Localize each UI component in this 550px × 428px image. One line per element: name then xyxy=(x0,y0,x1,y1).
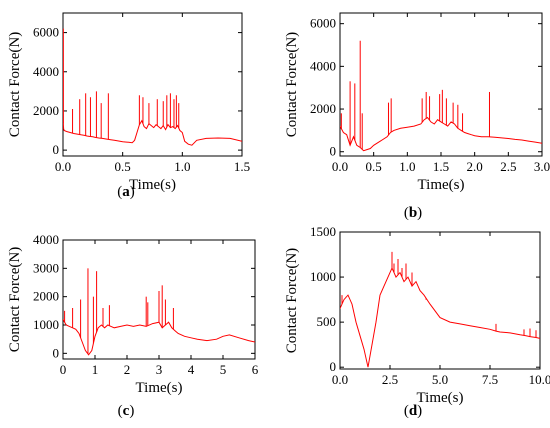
x-tick-label: 2.5 xyxy=(382,372,398,387)
y-axis-label: Contact Force(N) xyxy=(7,247,23,352)
x-tick-label: 1.5 xyxy=(433,159,449,174)
y-tick-label: 6000 xyxy=(33,25,59,40)
data-layer xyxy=(340,251,540,368)
series-line xyxy=(340,116,542,152)
panel-caption: (c) xyxy=(118,403,135,419)
x-tick-label: 1.0 xyxy=(399,159,415,174)
y-axis-label: Contact Force(N) xyxy=(7,32,23,137)
data-layer xyxy=(340,40,542,152)
x-axis-label: Time(s) xyxy=(417,390,464,406)
y-tick-label: 4000 xyxy=(310,58,336,73)
x-tick-label: 0.0 xyxy=(332,372,348,387)
data-layer xyxy=(63,268,255,356)
chart-panel-d: 0.0 2.5 5.0 7.5 10.0 0 500 1000 1500 Time(s) Conta… xyxy=(284,224,550,419)
y-tick-label: 1000 xyxy=(310,269,336,284)
y-tick-label: 1500 xyxy=(310,224,336,239)
chart-panel-c: 0 1 2 3 4 5 6 0 1000 2000 3000 4000 Time(s) Contact F… xyxy=(7,232,259,419)
panel-caption: (b) xyxy=(404,205,422,221)
x-axis-label: Time(s) xyxy=(129,177,176,193)
chart-panel-a: 0.0 0.5 1.0 1.5 0 2000 4000 6000 Time(s) Contact … xyxy=(7,12,250,200)
x-tick-label: 1.0 xyxy=(174,159,190,174)
plot-frame xyxy=(62,12,243,157)
data-layer xyxy=(63,28,242,146)
x-tick-label: 1 xyxy=(92,362,99,377)
panel-letter: a xyxy=(122,184,130,200)
panel-caption: (a) xyxy=(117,184,135,200)
x-tick-label: 0.5 xyxy=(366,159,382,174)
plot-frame xyxy=(339,231,541,370)
x-tick-label: 2.5 xyxy=(500,159,516,174)
y-tick-label: 1000 xyxy=(33,317,59,332)
x-tick-label: 5.0 xyxy=(432,372,448,387)
x-tick-label: 0 xyxy=(60,362,67,377)
y-tick-label: 2000 xyxy=(310,101,336,116)
y-tick-label: 2000 xyxy=(33,289,59,304)
series-line xyxy=(340,266,540,368)
x-tick-label: 0.0 xyxy=(332,159,348,174)
y-tick-label: 4000 xyxy=(33,64,59,79)
series-line xyxy=(63,319,255,356)
x-tick-label: 3 xyxy=(156,362,163,377)
y-axis-label: Contact Force(N) xyxy=(284,248,300,353)
y-tick-label: 0 xyxy=(330,359,337,374)
panel-letter: d xyxy=(409,403,418,419)
x-tick-label: 0.0 xyxy=(55,159,71,174)
x-tick-label: 2 xyxy=(124,362,131,377)
x-tick-label: 6 xyxy=(252,362,259,377)
x-tick-label: 3.0 xyxy=(534,159,550,174)
y-tick-label: 0 xyxy=(330,144,337,159)
y-tick-label: 500 xyxy=(317,314,337,329)
x-tick-label: 2.0 xyxy=(467,159,483,174)
x-tick-label: 0.5 xyxy=(115,159,131,174)
panel-letter: b xyxy=(409,205,417,221)
panel-letter: c xyxy=(123,403,130,419)
y-tick-label: 4000 xyxy=(33,232,59,247)
plot-frame xyxy=(339,12,543,157)
x-tick-label: 7.5 xyxy=(482,372,498,387)
y-tick-label: 2000 xyxy=(33,103,59,118)
x-axis-label: Time(s) xyxy=(418,177,465,193)
x-axis-label: Time(s) xyxy=(136,380,183,396)
y-tick-label: 0 xyxy=(53,142,60,157)
y-axis-label: Contact Force(N) xyxy=(284,32,300,137)
x-tick-label: 4 xyxy=(188,362,195,377)
x-tick-label: 5 xyxy=(220,362,227,377)
y-tick-label: 6000 xyxy=(310,16,336,31)
y-tick-label: 3000 xyxy=(33,260,59,275)
series-line xyxy=(63,28,242,146)
y-tick-label: 0 xyxy=(53,345,60,360)
x-tick-label: 1.5 xyxy=(234,159,250,174)
chart-panel-b: 0.0 0.5 1.0 1.5 2.0 2.5 3.0 0 2000 4000 6000 Time(s… xyxy=(284,12,550,221)
panel-caption: (d) xyxy=(404,403,422,419)
x-tick-label: 10.0 xyxy=(529,372,550,387)
